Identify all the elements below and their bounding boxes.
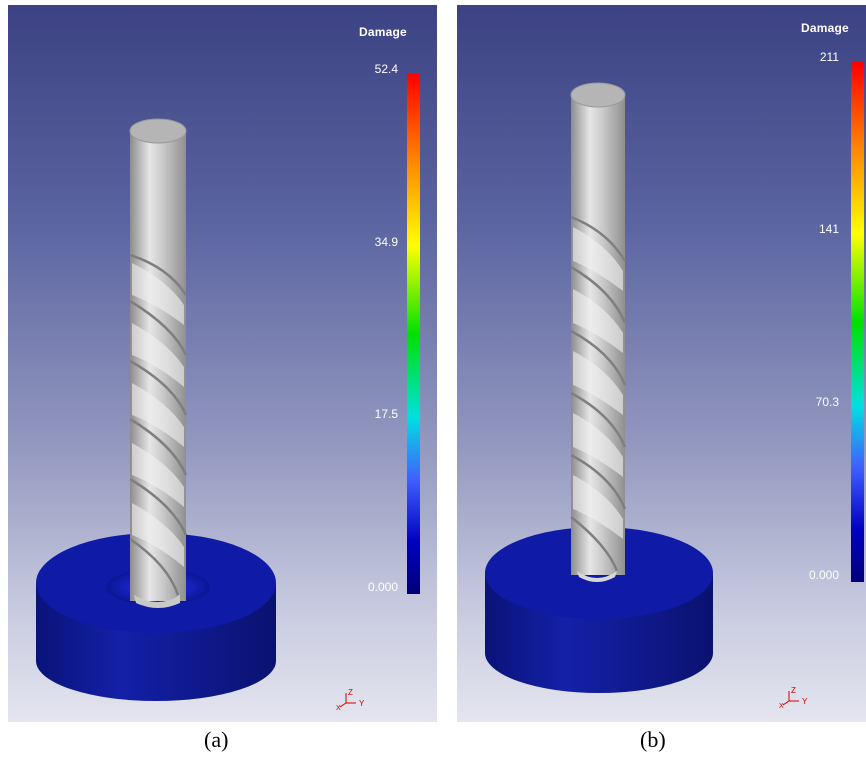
legend-tick: 34.9 — [374, 235, 398, 249]
legend-tick-max: 211 — [819, 50, 839, 64]
caption-a: (a) — [204, 727, 229, 752]
axis-triad-icon: Z Y X — [779, 686, 808, 709]
viewport-a: Damage 52.4 34.9 17.5 0.000 Z Y X — [8, 5, 437, 722]
axis-label-y: Y — [359, 699, 365, 708]
axis-label-y: Y — [802, 697, 808, 706]
drill-workpiece-scene-b — [485, 82, 713, 693]
legend-tick: 17.5 — [374, 407, 398, 421]
drill-workpiece-scene-a — [36, 118, 276, 701]
legend-tick-min: 0.000 — [808, 568, 839, 582]
drill-tool — [570, 82, 627, 582]
legend-tick: 70.3 — [815, 395, 839, 409]
legend-title: Damage — [359, 25, 407, 39]
legend-tick: 141 — [818, 222, 839, 236]
axis-label-x: X — [336, 705, 341, 711]
drill-tool — [129, 118, 188, 608]
damage-colorbar — [407, 74, 420, 594]
axis-triad-icon: Z Y X — [336, 688, 365, 711]
axis-label-z: Z — [791, 686, 796, 695]
legend-tick-min: 0.000 — [367, 580, 398, 594]
legend-title: Damage — [801, 21, 849, 35]
caption-b: (b) — [640, 727, 666, 752]
axis-label-x: X — [779, 703, 784, 709]
axis-label-z: Z — [348, 688, 353, 697]
legend-tick-max: 52.4 — [374, 62, 398, 76]
damage-colorbar — [851, 62, 864, 582]
viewport-b: Damage 211 141 70.3 0.000 Z Y X — [457, 5, 866, 722]
